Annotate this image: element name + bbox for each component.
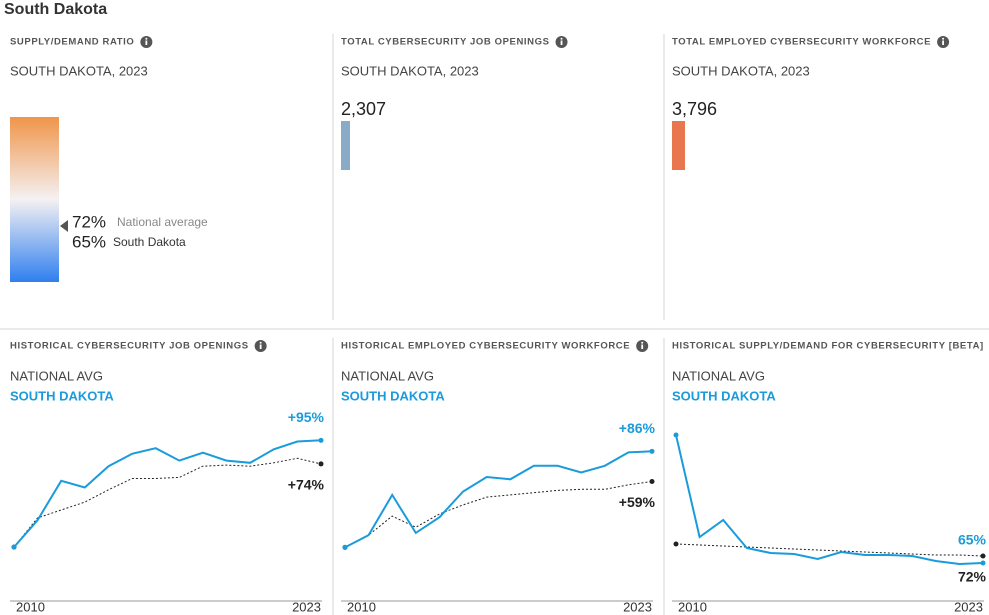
- ratio-value: 72%: [72, 212, 106, 231]
- panel-subheading: SOUTH DAKOTA, 2023: [10, 63, 148, 78]
- panel-subheading: SOUTH DAKOTA, 2023: [672, 63, 810, 78]
- legend-entry: SOUTH DAKOTA: [672, 388, 776, 403]
- end-dot: [673, 541, 679, 547]
- end-dot: [673, 432, 679, 438]
- value-label: 65%: [958, 532, 987, 548]
- end-dot: [980, 560, 986, 566]
- info-icon-glyph: [560, 37, 563, 40]
- legend-entry: NATIONAL AVG: [10, 368, 103, 383]
- series-line: [344, 481, 653, 548]
- series-line: [13, 457, 322, 548]
- national-marker: [60, 220, 68, 232]
- end-dot: [318, 437, 324, 443]
- info-icon-glyph: [942, 37, 945, 40]
- ratio-name: National average: [117, 215, 208, 229]
- kpi-bar: [341, 121, 350, 170]
- end-dot: [649, 478, 655, 484]
- panel-heading: SUPPLY/DEMAND RATIO: [10, 37, 134, 48]
- kpi-value: 2,307: [341, 99, 386, 119]
- info-icon-glyph: [145, 37, 148, 40]
- kpi-value: 3,796: [672, 99, 717, 119]
- info-icon-glyph: [560, 40, 563, 45]
- series-line: [675, 434, 984, 566]
- panel-heading: TOTAL CYBERSECURITY JOB OPENINGS: [341, 37, 550, 48]
- end-dot: [342, 544, 348, 550]
- value-label: +86%: [619, 420, 656, 436]
- info-icon-glyph: [641, 341, 644, 344]
- panel-heading: HISTORICAL CYBERSECURITY JOB OPENINGS: [10, 341, 249, 352]
- x-tick-label: 2010: [347, 599, 376, 614]
- kpi-bar: [672, 121, 685, 170]
- panel-subheading: SOUTH DAKOTA, 2023: [341, 63, 479, 78]
- legend-entry: SOUTH DAKOTA: [10, 388, 114, 403]
- page-title: South Dakota: [4, 1, 107, 18]
- end-dot: [11, 544, 17, 550]
- info-icon-glyph: [641, 344, 644, 349]
- end-dot: [649, 448, 655, 454]
- panel-heading: TOTAL EMPLOYED CYBERSECURITY WORKFORCE: [672, 37, 931, 48]
- value-label: +59%: [619, 494, 656, 510]
- ratio-value: 65%: [72, 232, 106, 251]
- x-tick-label: 2023: [623, 599, 652, 614]
- x-tick-label: 2010: [16, 599, 45, 614]
- info-icon-glyph: [259, 344, 262, 349]
- panel-heading: HISTORICAL SUPPLY/DEMAND FOR CYBERSECURI…: [672, 341, 984, 352]
- end-dot: [318, 461, 324, 467]
- end-dot: [980, 553, 986, 559]
- x-tick-label: 2010: [678, 599, 707, 614]
- series-line: [13, 439, 322, 548]
- legend-entry: SOUTH DAKOTA: [341, 388, 445, 403]
- x-tick-label: 2023: [954, 599, 983, 614]
- panel-heading: HISTORICAL EMPLOYED CYBERSECURITY WORKFO…: [341, 341, 630, 352]
- value-label: 72%: [958, 569, 987, 585]
- legend-entry: NATIONAL AVG: [672, 368, 765, 383]
- ratio-gradient: [10, 117, 59, 282]
- legend-entry: NATIONAL AVG: [341, 368, 434, 383]
- value-label: +95%: [288, 409, 325, 425]
- series-line: [675, 543, 984, 557]
- value-label: +74%: [288, 477, 325, 493]
- info-icon-glyph: [145, 40, 148, 45]
- series-line: [344, 450, 653, 549]
- x-tick-label: 2023: [292, 599, 321, 614]
- info-icon-glyph: [259, 341, 262, 344]
- ratio-name: South Dakota: [113, 235, 186, 249]
- info-icon-glyph: [942, 40, 944, 45]
